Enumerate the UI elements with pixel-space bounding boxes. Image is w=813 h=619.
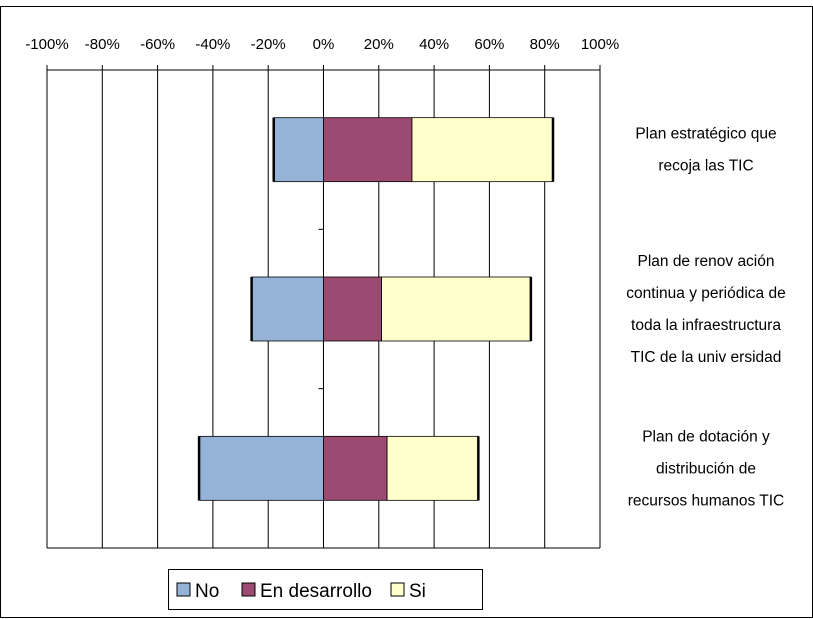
category-label: Plan de dotación y distribución de recurso… bbox=[628, 428, 785, 509]
bar-en-desarrollo bbox=[323, 276, 382, 342]
x-tick-label: -60% bbox=[140, 36, 175, 53]
legend-label: En desarrollo bbox=[260, 581, 372, 602]
bar-en-desarrollo bbox=[323, 435, 388, 501]
x-tick-label: 40% bbox=[419, 36, 449, 53]
legend: No En desarrollo Si bbox=[168, 569, 483, 610]
x-tick-label: 80% bbox=[530, 36, 560, 53]
bar-si bbox=[386, 435, 479, 501]
x-tick-label: 100% bbox=[581, 36, 619, 53]
bar-no bbox=[198, 435, 324, 501]
x-tick-label: 60% bbox=[474, 36, 504, 53]
x-tick-label: -20% bbox=[251, 36, 286, 53]
legend-box bbox=[168, 569, 483, 610]
category-label: Plan de renov ación continua y periódica … bbox=[626, 253, 785, 366]
bar-no bbox=[273, 117, 324, 183]
bar-si bbox=[381, 276, 532, 342]
bar-no bbox=[251, 276, 324, 342]
legend-swatch bbox=[241, 582, 256, 597]
x-axis: -100% -80% -60% -40% -20% 0% 20% 40% 60% 80% 100% bbox=[25, 36, 619, 71]
x-tick-label: -100% bbox=[25, 36, 68, 53]
bar-si bbox=[411, 117, 554, 183]
x-tick-label: -80% bbox=[85, 36, 120, 53]
category-label: Plan estratégico que recoja las TIC bbox=[635, 126, 776, 175]
legend-label: No bbox=[195, 581, 219, 602]
legend-swatch bbox=[176, 582, 191, 597]
x-tick-label: 0% bbox=[313, 36, 335, 53]
legend-swatch bbox=[390, 582, 405, 597]
x-tick-label: 20% bbox=[364, 36, 394, 53]
bar-en-desarrollo bbox=[323, 117, 413, 183]
bars bbox=[197, 117, 555, 501]
x-tick-label: -40% bbox=[195, 36, 230, 53]
category-labels: Plan estratégico que recoja las TIC Plan d… bbox=[626, 126, 785, 510]
legend-label: Si bbox=[409, 581, 426, 602]
